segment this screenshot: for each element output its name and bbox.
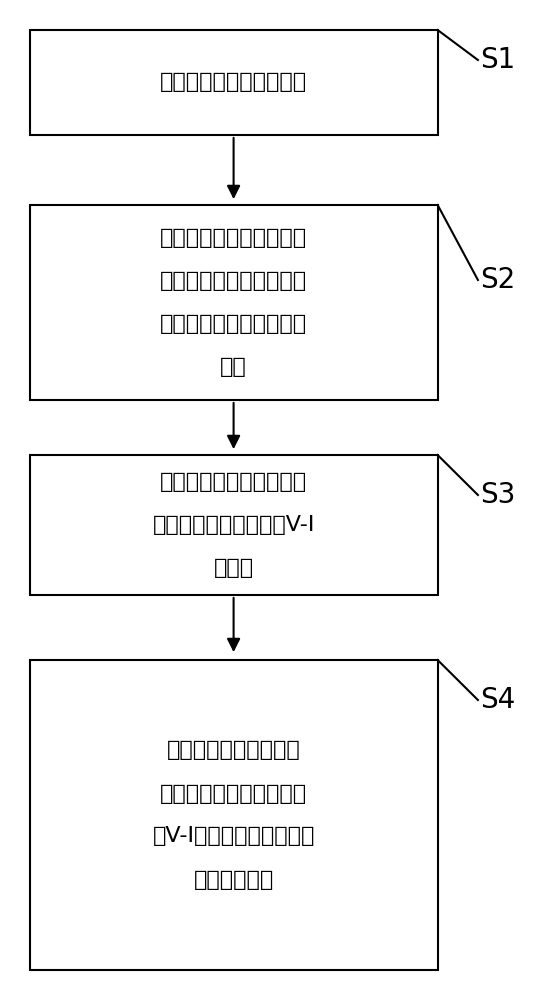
Text: 的阻抗和功率: 的阻抗和功率 [193, 869, 274, 890]
Text: 根据电压波形获取电压振: 根据电压波形获取电压振 [160, 228, 307, 248]
Text: 和V-I相位差计算等离子体: 和V-I相位差计算等离子体 [153, 826, 315, 846]
Text: 相位: 相位 [220, 357, 247, 377]
Text: 波形获取电流振幅和电流: 波形获取电流振幅和电流 [160, 314, 307, 334]
Text: S3: S3 [481, 481, 516, 509]
Text: 根据电压波形、电流波: 根据电压波形、电流波 [166, 740, 301, 760]
Text: 形、电压振幅、电流振幅: 形、电压振幅、电流振幅 [160, 784, 307, 804]
Bar [30, 455, 438, 595]
Text: 相位差: 相位差 [214, 558, 253, 578]
Text: 根据电压相位和电流相位: 根据电压相位和电流相位 [160, 472, 307, 492]
Text: 进行相位差校准，得到V-I: 进行相位差校准，得到V-I [153, 515, 315, 535]
Bar [30, 205, 438, 400]
Bar [30, 30, 438, 135]
Text: 幅和电压相位；根据电流: 幅和电压相位；根据电流 [160, 271, 307, 291]
Text: S4: S4 [481, 686, 516, 714]
Bar [30, 660, 438, 970]
Text: S2: S2 [481, 266, 516, 294]
Text: 获取电压波形和电流波形: 获取电压波形和电流波形 [160, 73, 307, 93]
Text: S1: S1 [481, 46, 516, 74]
